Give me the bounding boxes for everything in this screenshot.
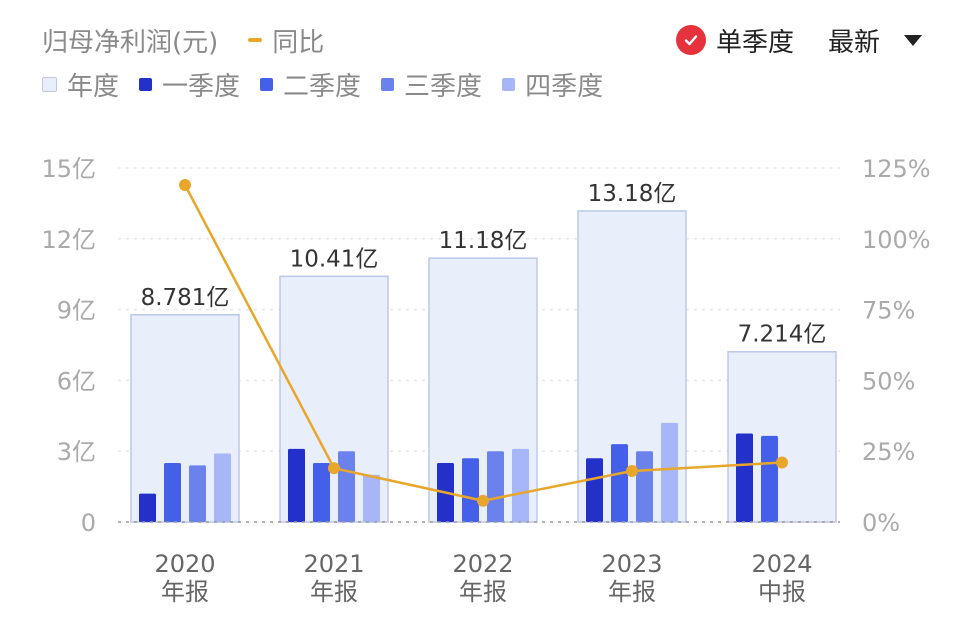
quarter-bar (164, 463, 181, 522)
legend-swatch (42, 76, 57, 92)
yoy-legend: 同比 (248, 22, 324, 59)
quarter-bar (338, 451, 355, 522)
y-right-tick-label: 125% (862, 155, 931, 183)
legend-label: 三季度 (404, 71, 483, 102)
y-right-tick-label: 0% (862, 509, 900, 537)
chart-header: 归母净利润(元) 同比 (42, 20, 324, 60)
legend-label: 四季度 (525, 71, 604, 102)
quarter-bar (736, 433, 753, 522)
quarter-bar (512, 448, 529, 522)
quarter-bar (139, 493, 156, 522)
x-tick-label: 年报 (161, 578, 209, 606)
legend-item-q2[interactable]: 二季度 (260, 66, 361, 103)
legend-item-q1[interactable]: 一季度 (139, 66, 240, 103)
y-right-tick-label: 25% (862, 438, 915, 466)
yoy-legend-label: 同比 (272, 27, 325, 58)
yoy-point (179, 178, 191, 191)
quarter-bar (611, 444, 628, 522)
latest-dropdown-label: 最新 (827, 27, 880, 58)
y-left-tick-label: 12亿 (41, 226, 96, 254)
yoy-point (626, 465, 638, 478)
y-right-tick-label: 75% (862, 297, 915, 325)
annual-value-label: 11.18亿 (439, 228, 528, 254)
x-tick-label: 2023 (601, 550, 662, 578)
legend-swatch (502, 77, 516, 91)
x-tick-label: 2021 (303, 550, 364, 578)
yoy-point (477, 494, 489, 507)
quarter-bar (363, 474, 380, 522)
quarter-bar (313, 463, 330, 522)
y-left-tick-label: 0 (81, 509, 96, 537)
annual-value-label: 8.781亿 (141, 285, 230, 311)
quarter-bar (761, 435, 778, 522)
y-right-tick-label: 100% (862, 226, 931, 254)
legend-swatch (260, 77, 274, 91)
yoy-point (776, 456, 788, 469)
y-left-tick-label: 6亿 (57, 367, 96, 395)
quarter-bar (189, 465, 206, 522)
legend-label: 一季度 (162, 71, 241, 102)
x-tick-label: 2024 (751, 550, 812, 578)
quarter-bar (661, 422, 678, 522)
quarter-bar (586, 458, 603, 522)
quarter-bar (288, 448, 305, 522)
quarter-bar (636, 451, 653, 522)
series-legend: 年度 一季度 二季度 三季度 四季度 (42, 64, 623, 104)
annual-value-label: 7.214亿 (738, 322, 827, 348)
y-left-tick-label: 15亿 (41, 155, 96, 183)
y-left-tick-label: 9亿 (57, 297, 96, 325)
x-tick-label: 2022 (452, 550, 513, 578)
x-tick-label: 2020 (154, 550, 215, 578)
check-icon[interactable] (675, 25, 706, 55)
legend-item-annual[interactable]: 年度 (42, 66, 119, 103)
yoy-point (328, 462, 340, 475)
quarter-bar (462, 458, 479, 522)
chart-controls: 单季度 最新 (675, 20, 922, 60)
x-tick-label: 中报 (758, 578, 806, 606)
legend-swatch (381, 77, 395, 91)
legend-swatch (139, 77, 153, 91)
annual-value-label: 13.18亿 (588, 181, 677, 207)
latest-dropdown[interactable]: 最新 (828, 22, 922, 59)
y-right-tick-label: 50% (862, 367, 915, 395)
quarter-bar (487, 451, 504, 522)
quarter-bar (214, 453, 231, 522)
annual-value-label: 10.41亿 (290, 246, 379, 272)
legend-label: 二季度 (283, 71, 362, 102)
caret-down-icon (904, 34, 922, 46)
legend-item-q4[interactable]: 四季度 (502, 66, 603, 103)
x-tick-label: 年报 (310, 578, 358, 606)
yoy-legend-swatch (248, 38, 263, 42)
y-left-tick-label: 3亿 (57, 438, 96, 466)
legend-label: 年度 (67, 71, 120, 102)
x-tick-label: 年报 (608, 578, 656, 606)
single-quarter-toggle[interactable]: 单季度 (715, 27, 794, 58)
chart-title: 归母净利润(元) (42, 27, 219, 58)
legend-item-q3[interactable]: 三季度 (381, 66, 482, 103)
x-tick-label: 年报 (459, 578, 507, 606)
